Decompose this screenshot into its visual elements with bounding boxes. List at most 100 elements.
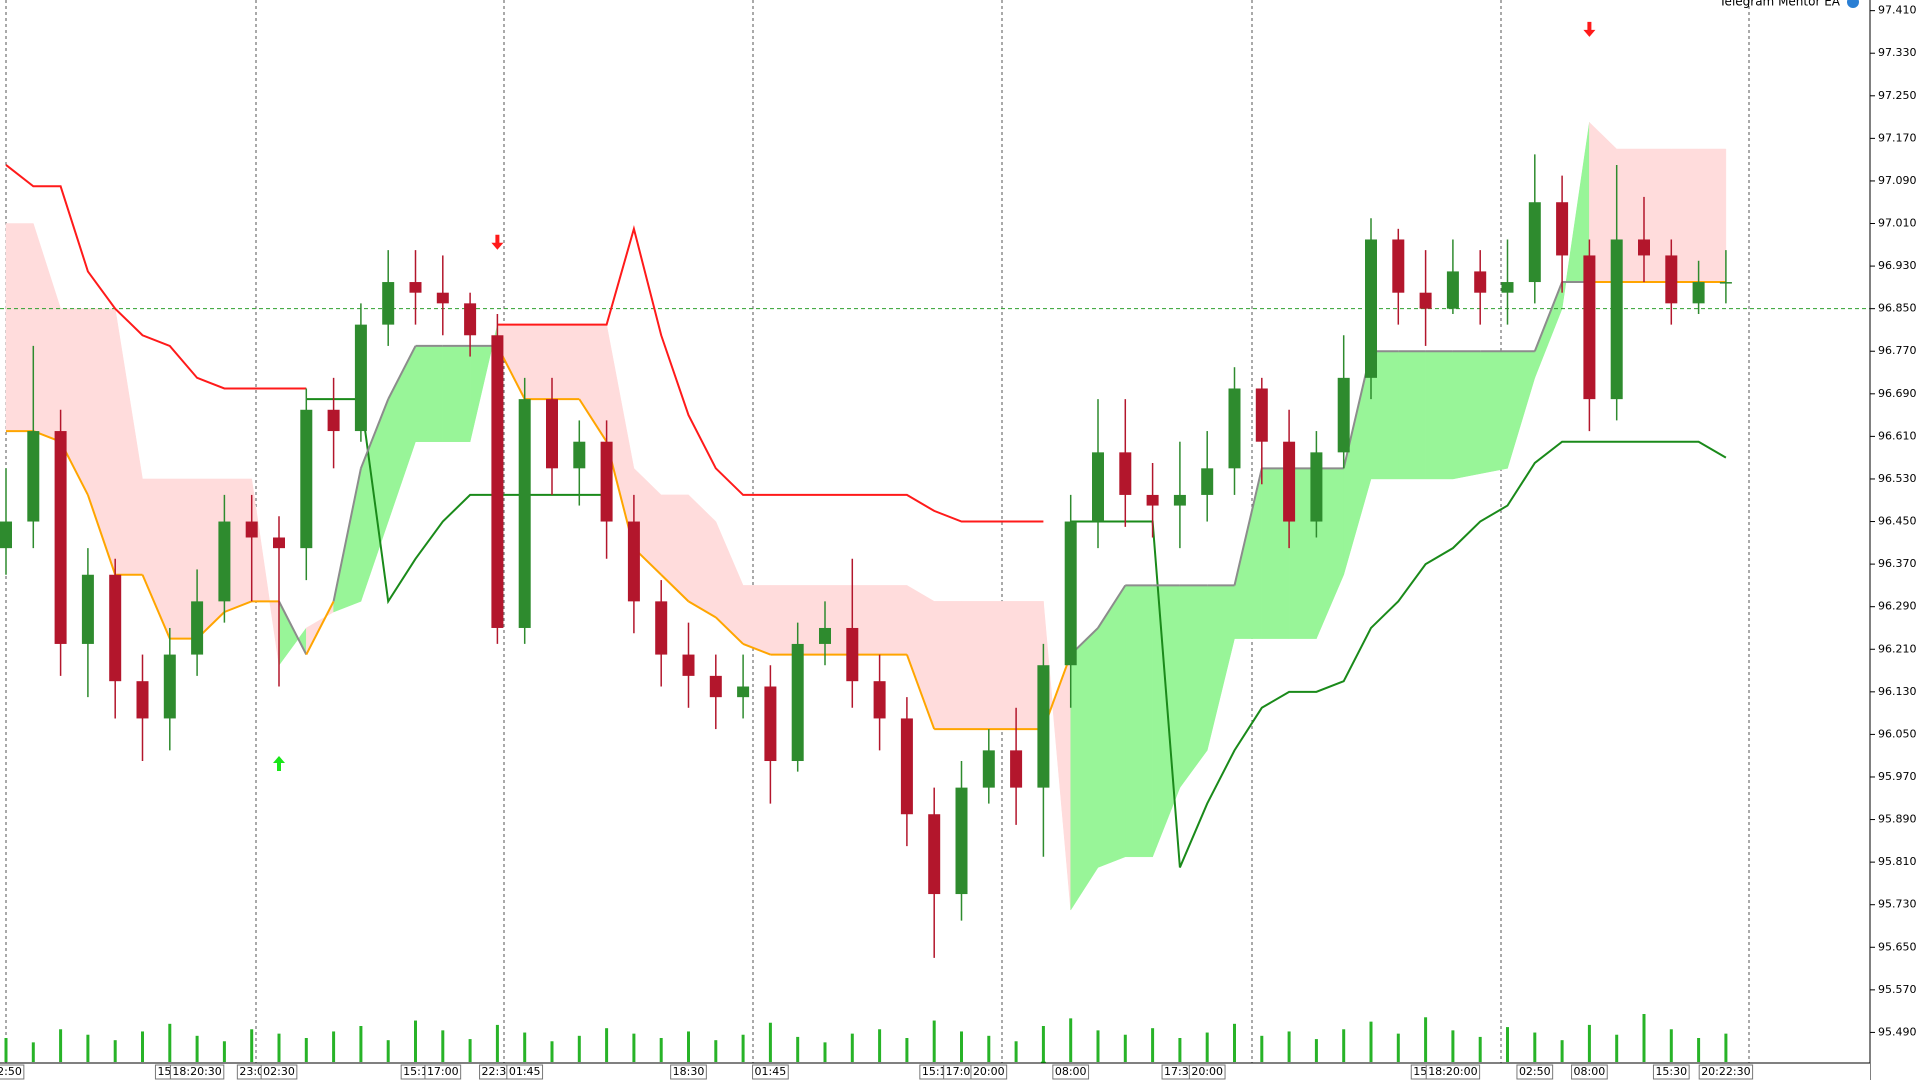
volume-bar xyxy=(304,1038,308,1062)
volume-bar xyxy=(687,1031,690,1062)
cloud-segment xyxy=(1398,350,1426,480)
mid-line-segment xyxy=(660,574,690,603)
mid-line-segment xyxy=(359,398,390,469)
candle-body xyxy=(900,718,913,815)
volume-bar xyxy=(1287,1031,1291,1062)
cloud-segment xyxy=(879,585,908,655)
x-tick-box xyxy=(506,1064,544,1080)
candle-body xyxy=(846,627,859,682)
candle-body xyxy=(464,303,477,336)
x-tick-label: 02:50 xyxy=(0,1065,22,1078)
candle-body xyxy=(928,814,941,895)
y-tick-label: 97.330 xyxy=(1878,46,1917,59)
candle-body xyxy=(1037,665,1050,788)
y-tick-label: 95.650 xyxy=(1878,940,1917,953)
sell-arrow xyxy=(1583,21,1596,37)
volume-bar xyxy=(1041,1026,1045,1062)
candle-body xyxy=(245,521,258,538)
x-tick-box xyxy=(260,1064,298,1080)
y-tick-label: 96.850 xyxy=(1878,302,1917,315)
volume-bar xyxy=(1615,1034,1619,1062)
volume-bar xyxy=(960,1031,963,1062)
x-tick-box xyxy=(970,1064,1008,1080)
x-tick-label: 02:50 xyxy=(1519,1065,1551,1078)
y-tick-label: 96.690 xyxy=(1878,387,1917,400)
y-tick-label: 96.450 xyxy=(1878,515,1917,528)
volume-bar xyxy=(1342,1029,1346,1062)
volume-bar xyxy=(577,1035,581,1062)
volume-bar xyxy=(59,1029,63,1062)
candle-body xyxy=(1474,271,1487,293)
candle-body xyxy=(409,282,422,293)
volume-bar xyxy=(1642,1014,1646,1062)
y-tick-label: 96.370 xyxy=(1878,557,1917,570)
y-tick-label: 96.210 xyxy=(1878,642,1917,655)
cloud-segment xyxy=(524,324,553,400)
volume-bar xyxy=(1014,1041,1018,1062)
candle-body xyxy=(1692,282,1705,304)
volume-bar xyxy=(1396,1033,1400,1062)
candle-body xyxy=(1173,494,1186,506)
mid-line-segment xyxy=(278,600,308,656)
x-tick-box xyxy=(670,1064,707,1080)
candle-body xyxy=(218,521,231,602)
x-tick-label: 01:45 xyxy=(509,1065,541,1078)
mid-line-segment xyxy=(1533,281,1564,352)
mid-line-segment xyxy=(742,643,771,656)
candle-body xyxy=(1638,239,1650,256)
cloud-segment xyxy=(1125,585,1153,858)
y-tick-label: 96.050 xyxy=(1878,727,1917,740)
candle-body xyxy=(1010,750,1023,788)
upper-band-line xyxy=(5,164,307,390)
y-tick-label: 97.170 xyxy=(1878,131,1917,144)
candle-body xyxy=(1501,282,1514,293)
mid-line-segment xyxy=(687,600,717,619)
candle-body xyxy=(518,399,531,628)
x-tick-label: 18:20:30 xyxy=(172,1065,221,1078)
candle-body xyxy=(1556,202,1569,256)
cloud-segment xyxy=(1452,350,1481,480)
candle-body xyxy=(873,681,886,719)
x-tick-box xyxy=(1052,1064,1090,1080)
candle-body xyxy=(682,654,695,676)
watermark: Telegram Mentor EA xyxy=(1718,0,1841,9)
candle-body xyxy=(163,654,176,719)
candle-body xyxy=(327,409,340,432)
candle-body xyxy=(1119,452,1132,495)
x-tick-label: 18:30 xyxy=(673,1065,705,1078)
volume-bar xyxy=(850,1033,854,1062)
candle-body xyxy=(1092,452,1104,522)
volume-bar xyxy=(1724,1033,1728,1062)
x-tick-box xyxy=(1571,1064,1608,1080)
candle-body xyxy=(1528,202,1541,283)
y-tick-label: 95.810 xyxy=(1878,855,1917,868)
volume-bar xyxy=(550,1041,554,1062)
candle-body xyxy=(546,399,558,469)
x-tick-label: 15:30 xyxy=(1655,1065,1687,1078)
cloud-segment xyxy=(933,601,962,730)
volume-bar xyxy=(632,1033,636,1062)
candle-body xyxy=(600,441,613,522)
cloud-segment xyxy=(1070,627,1099,911)
mid-line-segment xyxy=(387,345,417,400)
candle-body xyxy=(109,574,122,682)
x-tick-box xyxy=(1188,1064,1226,1080)
candle-body xyxy=(1310,452,1323,522)
volume-bar xyxy=(1478,1036,1482,1062)
volume-bar xyxy=(1560,1040,1564,1062)
volume-bar xyxy=(1233,1023,1236,1062)
volume-bar xyxy=(1587,1024,1591,1062)
volume-bar xyxy=(195,1035,199,1062)
candle-body xyxy=(1283,441,1296,522)
candle-body xyxy=(436,292,449,304)
volume-bar xyxy=(168,1023,172,1062)
x-tick-box xyxy=(0,1064,25,1080)
y-tick-label: 95.490 xyxy=(1878,1025,1917,1038)
x-tick-label: 15:1 xyxy=(403,1065,428,1078)
upper-band-line xyxy=(497,225,1044,523)
volume-bar xyxy=(359,1026,363,1062)
mid-line-segment xyxy=(141,574,171,640)
y-tick-label: 97.410 xyxy=(1878,4,1917,17)
cloud-segment xyxy=(1479,350,1508,474)
